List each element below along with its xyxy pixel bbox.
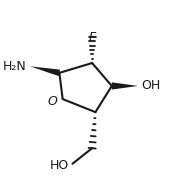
Text: F: F xyxy=(89,31,96,44)
Text: OH: OH xyxy=(141,79,160,92)
Text: H₂N: H₂N xyxy=(3,60,27,73)
Polygon shape xyxy=(112,82,138,90)
Text: O: O xyxy=(48,95,58,108)
Text: HO: HO xyxy=(50,159,69,172)
Polygon shape xyxy=(30,66,60,76)
